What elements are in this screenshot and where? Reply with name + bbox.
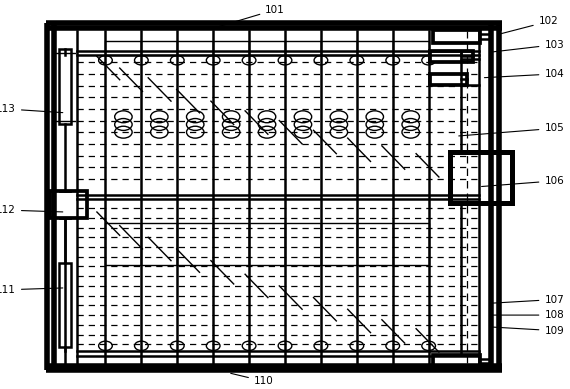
- Text: 112: 112: [0, 205, 63, 215]
- Bar: [141, 223, 177, 265]
- Bar: [285, 41, 321, 55]
- Bar: [393, 41, 429, 55]
- Bar: [213, 41, 249, 55]
- Text: 102: 102: [499, 16, 559, 34]
- Text: 110: 110: [231, 373, 274, 386]
- Text: 113: 113: [0, 104, 63, 114]
- Text: 108: 108: [490, 310, 564, 320]
- Bar: [357, 41, 393, 55]
- Bar: [321, 223, 357, 265]
- Bar: [393, 223, 429, 265]
- Bar: [450, 152, 512, 203]
- Bar: [357, 223, 393, 265]
- Bar: [213, 223, 249, 265]
- Bar: [177, 223, 213, 265]
- Text: 107: 107: [490, 294, 564, 305]
- Bar: [50, 191, 87, 218]
- Text: 101: 101: [219, 5, 285, 26]
- Text: 104: 104: [484, 69, 564, 79]
- Text: 106: 106: [482, 176, 564, 186]
- Bar: [249, 41, 285, 55]
- Text: 111: 111: [0, 285, 63, 295]
- Text: 103: 103: [490, 40, 564, 52]
- Text: 105: 105: [459, 123, 564, 136]
- Bar: [59, 49, 71, 124]
- Bar: [430, 74, 467, 85]
- Bar: [59, 263, 71, 347]
- Bar: [321, 41, 357, 55]
- Bar: [177, 41, 213, 55]
- Bar: [433, 355, 480, 368]
- Bar: [430, 51, 473, 62]
- Bar: [141, 41, 177, 55]
- Bar: [249, 223, 285, 265]
- Bar: [433, 30, 480, 43]
- Bar: [105, 223, 141, 265]
- Bar: [105, 41, 141, 55]
- Text: 109: 109: [490, 326, 564, 336]
- Bar: [285, 223, 321, 265]
